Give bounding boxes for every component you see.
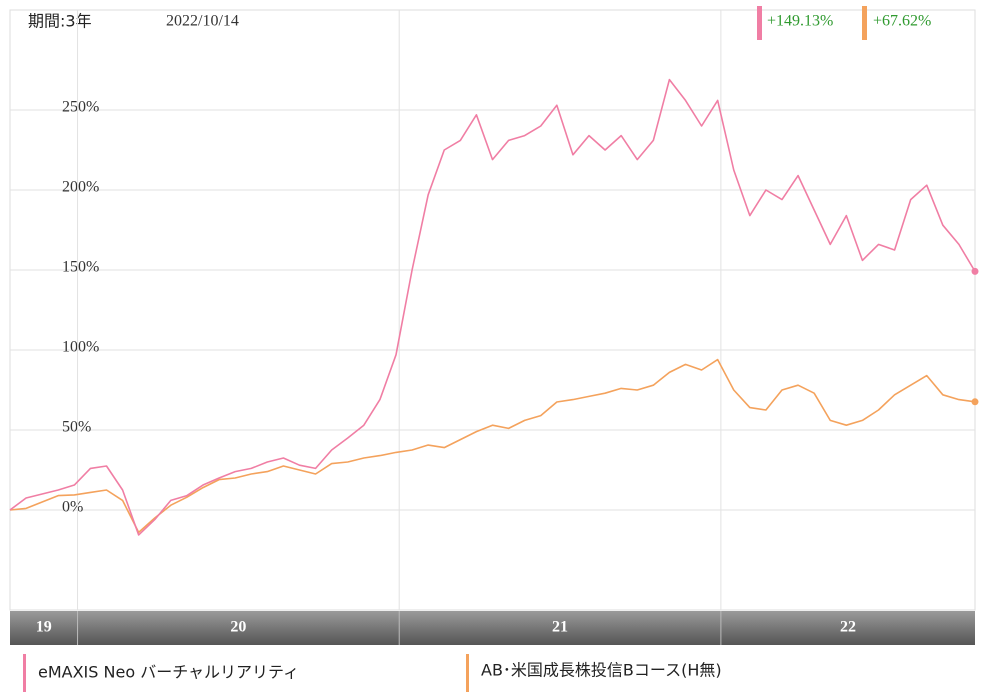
series-line [9,358,976,534]
y-tick-label: 100% [62,339,99,356]
y-tick-label: 0% [62,499,83,516]
period-label: 期間:3年 [28,12,92,31]
legend-swatch [466,654,469,692]
legend-swatch [23,654,26,692]
legend-label: AB･米国成長株投信Bコース(H無) [481,661,722,680]
end-legend-swatch [757,6,762,40]
series-line [9,78,976,536]
y-tick-label: 250% [62,99,99,116]
end-marker [971,267,979,275]
legend-label: eMAXIS Neo バーチャルリアリティ [38,663,299,682]
end-label: +67.62% [873,13,931,30]
y-tick-label: 150% [62,259,99,276]
end-label: +149.13% [767,13,833,30]
end-marker [971,398,979,406]
year-label: 19 [36,619,52,636]
year-label: 22 [840,619,856,636]
year-band [10,611,975,645]
end-legend-swatch [862,6,867,40]
year-label: 20 [230,619,246,636]
y-tick-label: 50% [62,419,91,436]
year-label: 21 [552,619,568,636]
date-label: 2022/10/14 [166,13,239,30]
y-tick-label: 200% [62,179,99,196]
